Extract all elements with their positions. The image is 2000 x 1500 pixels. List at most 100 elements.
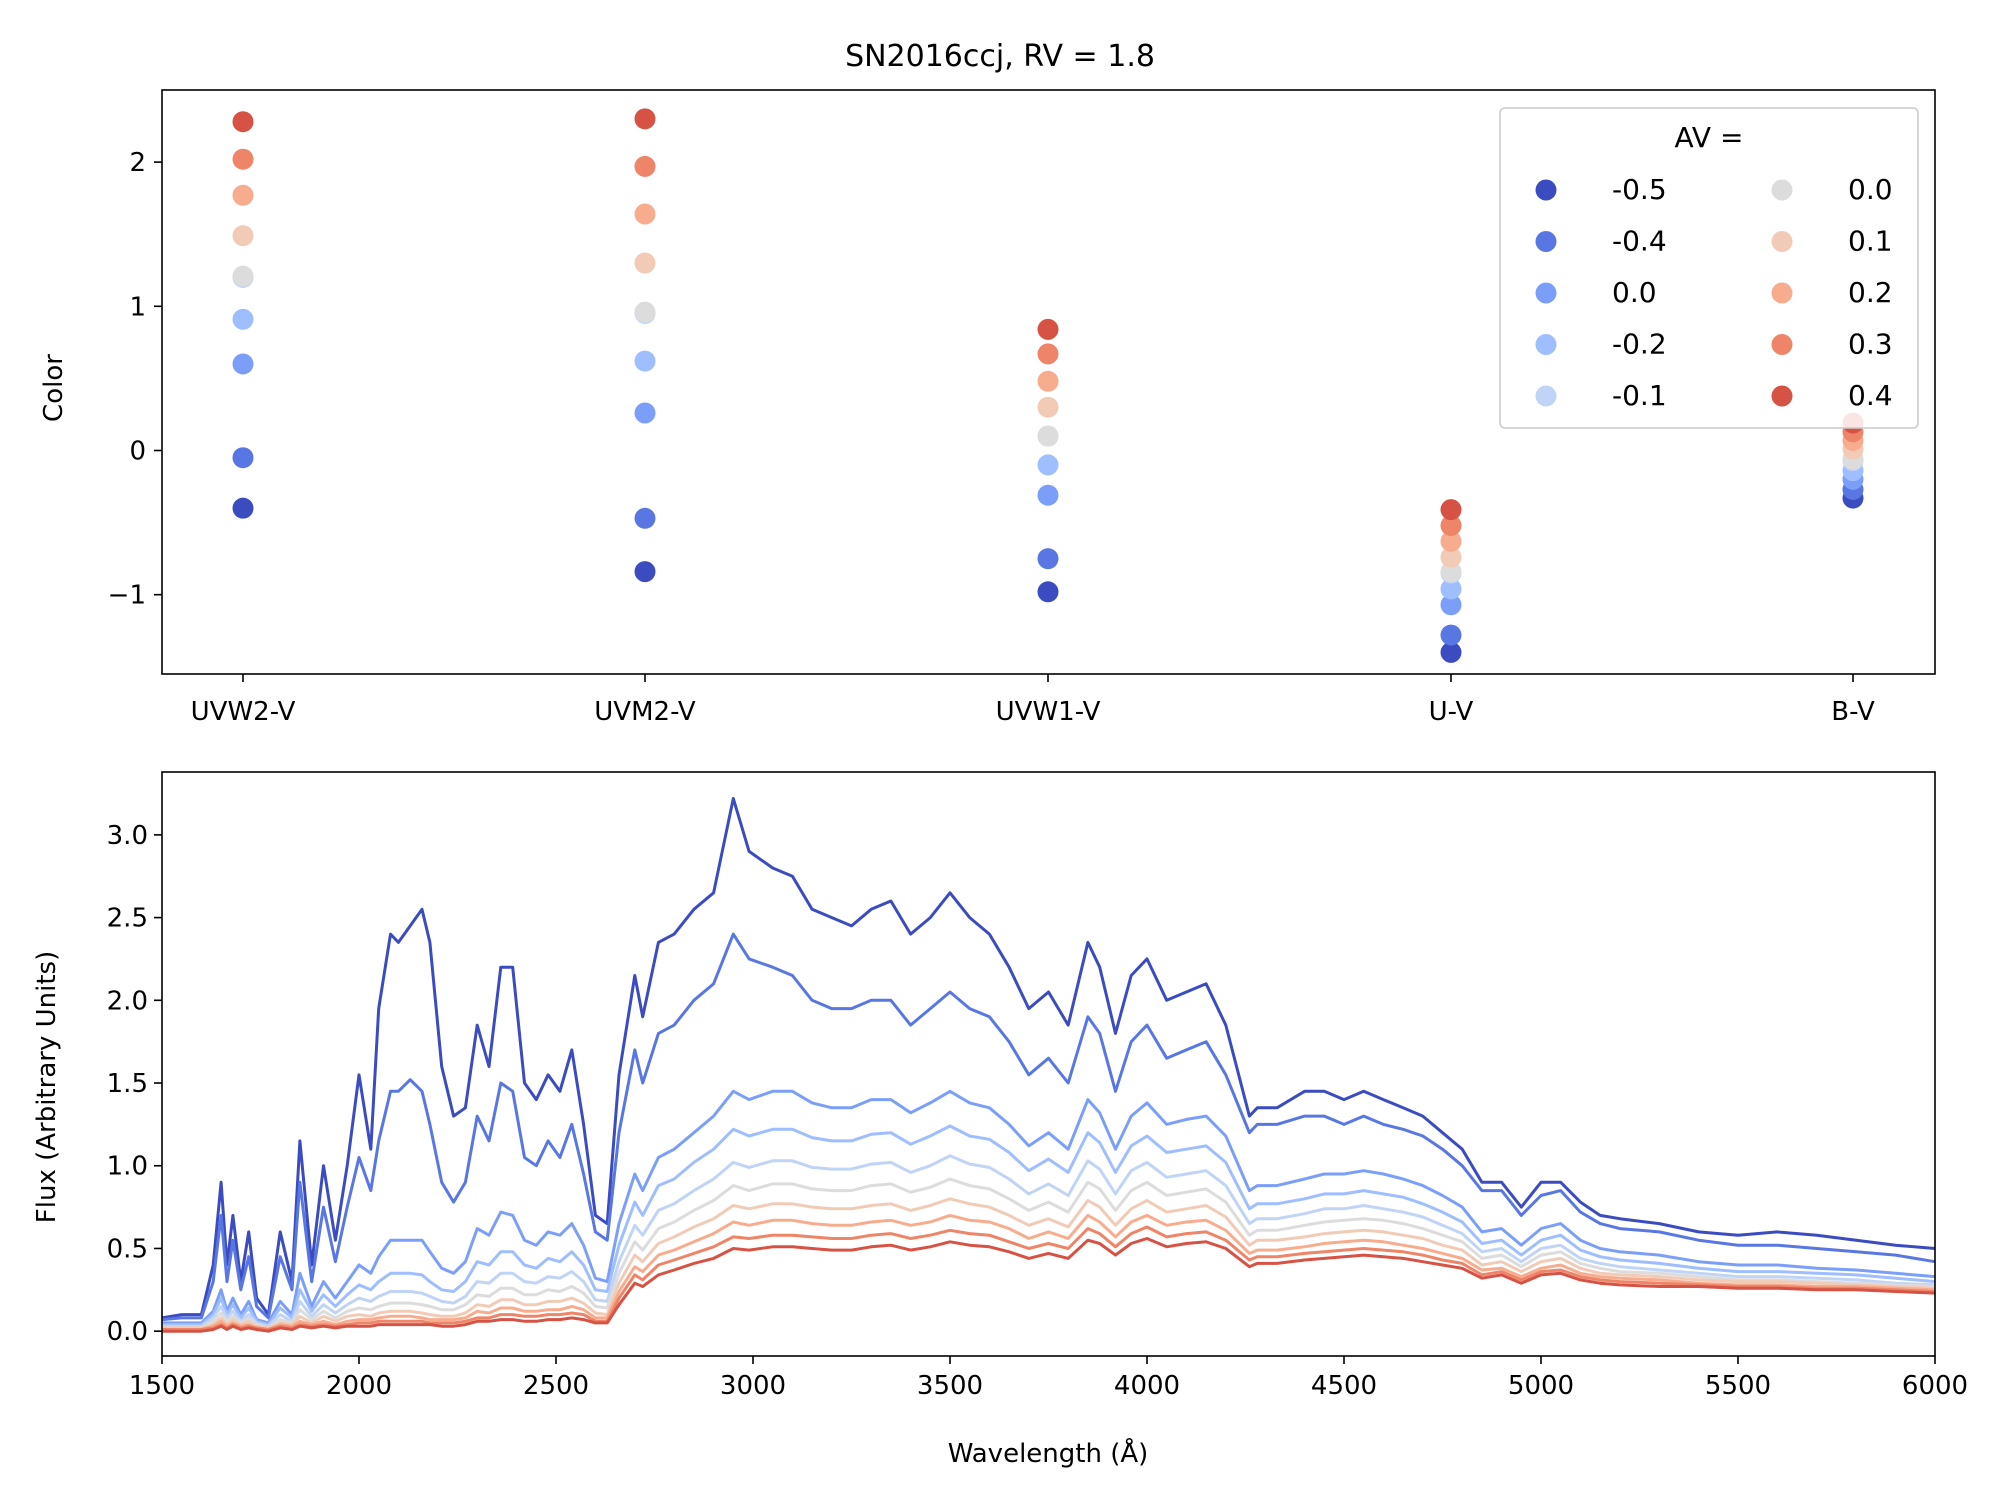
- data-point: [232, 148, 254, 170]
- series-line: [162, 1154, 1936, 1328]
- legend-marker: [1771, 179, 1793, 201]
- data-point: [1037, 425, 1059, 447]
- x-tick-label: 2000: [326, 1371, 392, 1401]
- data-point: [232, 308, 254, 330]
- y-axis-label: Flux (Arbitrary Units): [32, 951, 62, 1223]
- data-point: [1037, 548, 1059, 570]
- y-tick-label: 1.0: [107, 1152, 148, 1182]
- data-point: [1440, 499, 1462, 521]
- y-tick-label: 1: [129, 292, 146, 322]
- y-tick-label: 2: [129, 148, 146, 178]
- data-point: [1037, 318, 1059, 340]
- x-tick-label: UVW1-V: [996, 697, 1101, 727]
- y-axis-label: Color: [39, 354, 69, 422]
- x-tick-label: 3000: [720, 1371, 786, 1401]
- data-point: [232, 353, 254, 375]
- legend-title: AV =: [1675, 121, 1744, 154]
- data-point: [634, 507, 656, 529]
- y-tick-label: 2.0: [107, 986, 148, 1016]
- color-scatter-panel: SN2016ccj, RV = 1.8 Color −1 0 1 2 UVW2-V UVM…: [39, 39, 1936, 727]
- data-point: [1037, 370, 1059, 392]
- data-point: [1440, 561, 1462, 583]
- y-tick-label: 2.5: [107, 904, 148, 934]
- x-tick-label: 4000: [1114, 1371, 1180, 1401]
- data-point: [1037, 484, 1059, 506]
- legend-marker: [1771, 385, 1793, 407]
- legend: AV = -0.5 -0.4 0.0 -0.2 -0.1 0.0 0.1 0.2 0.3 0.4: [1499, 107, 1919, 429]
- data-point: [1440, 514, 1462, 536]
- legend-marker: [1535, 385, 1557, 407]
- data-point: [1440, 641, 1462, 663]
- x-tick-label: 5000: [1508, 1371, 1574, 1401]
- legend-label: 0.0: [1612, 276, 1657, 309]
- x-tick-label: 5500: [1705, 1371, 1771, 1401]
- legend-label: 0.3: [1848, 328, 1893, 361]
- legend-marker: [1535, 179, 1557, 201]
- bottom-ticks: 0.0 0.5 1.0 1.5 2.0 2.5 3.0 1500 2000 2500 3000 350…: [107, 821, 1968, 1401]
- chart-title: SN2016ccj, RV = 1.8: [845, 39, 1155, 74]
- legend-label: -0.2: [1612, 328, 1667, 361]
- data-point: [634, 301, 656, 323]
- x-tick-label: UVW2-V: [191, 697, 296, 727]
- flux-line-panel: Flux (Arbitrary Units) Wavelength (Å) 0.…: [32, 771, 1968, 1469]
- data-point: [634, 203, 656, 225]
- y-tick-label: 0.0: [107, 1317, 148, 1347]
- legend-marker: [1771, 282, 1793, 304]
- data-point: [1037, 343, 1059, 365]
- series-line: [162, 1177, 1936, 1330]
- legend-marker: [1771, 334, 1793, 355]
- x-tick-label: UVM2-V: [594, 697, 696, 727]
- y-tick-label: −1: [108, 581, 146, 611]
- series-line: [161, 797, 1936, 1320]
- data-point: [1440, 594, 1462, 616]
- data-point: [1440, 578, 1462, 600]
- series-line: [162, 1213, 1936, 1331]
- series-line: [162, 1237, 1936, 1333]
- data-point: [232, 225, 254, 247]
- x-tick-label: 1500: [129, 1371, 195, 1401]
- top-ticks: −1 0 1 2 UVW2-V UVM2-V UVW1-V U-V B-V: [108, 148, 1875, 727]
- x-tick-label: 2500: [523, 1371, 589, 1401]
- x-tick-label: U-V: [1429, 697, 1474, 727]
- x-tick-label: 6000: [1902, 1371, 1968, 1401]
- data-point: [232, 497, 254, 519]
- legend-marker: [1535, 334, 1557, 355]
- legend-entries: -0.5 -0.4 0.0 -0.2 -0.1 0.0 0.1 0.2 0.3 0.4: [1535, 173, 1893, 412]
- data-point: [1037, 454, 1059, 476]
- legend-label: 0.4: [1848, 379, 1893, 412]
- data-point: [232, 447, 254, 469]
- bottom-plot-frame: [161, 771, 1936, 1357]
- top-points: [232, 108, 1864, 663]
- data-point: [1440, 624, 1462, 646]
- data-point: [1440, 546, 1462, 568]
- data-point: [232, 184, 254, 206]
- y-tick-label: 3.0: [107, 821, 148, 851]
- data-point: [634, 350, 656, 372]
- top-plot-frame: [161, 89, 1936, 675]
- series-line: [162, 1225, 1936, 1331]
- x-tick-label: 4500: [1311, 1371, 1377, 1401]
- legend-marker: [1535, 231, 1557, 252]
- x-tick-label: B-V: [1831, 697, 1875, 727]
- series-line: [161, 932, 1936, 1322]
- y-tick-label: 1.5: [107, 1069, 148, 1099]
- data-point: [634, 252, 656, 274]
- legend-label: 0.2: [1848, 276, 1893, 309]
- data-point: [1440, 530, 1462, 552]
- bottom-lines: [161, 797, 1936, 1333]
- data-point: [1037, 396, 1059, 418]
- series-line: [162, 1124, 1936, 1327]
- legend-box: [1499, 107, 1919, 429]
- legend-label: 0.0: [1848, 173, 1893, 206]
- data-point: [232, 111, 254, 133]
- legend-label: 0.1: [1848, 225, 1893, 258]
- legend-label: -0.5: [1612, 173, 1667, 206]
- data-point: [634, 108, 656, 130]
- data-point: [1037, 581, 1059, 603]
- data-point: [232, 265, 254, 287]
- x-axis-label: Wavelength (Å): [948, 1437, 1149, 1469]
- data-point: [634, 402, 656, 424]
- x-tick-label: 3500: [917, 1371, 983, 1401]
- legend-label: -0.4: [1612, 225, 1667, 258]
